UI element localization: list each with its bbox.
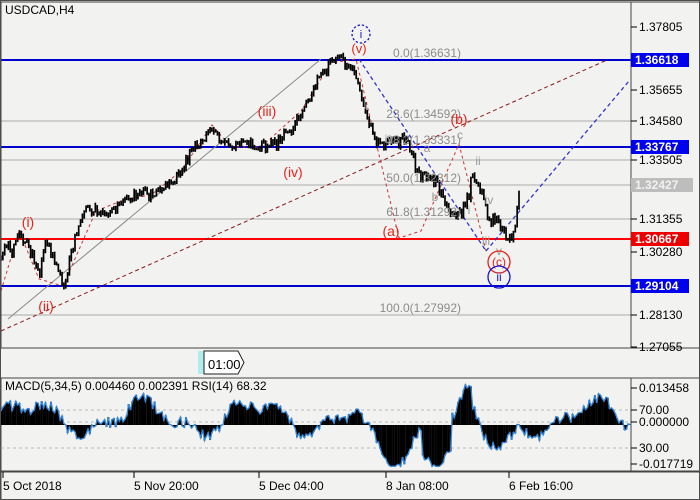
svg-text:1.36618: 1.36618 — [635, 53, 679, 67]
svg-text:0.000000: 0.000000 — [639, 415, 689, 429]
svg-text:(a): (a) — [382, 223, 399, 239]
svg-text:50.0(1.32312): 50.0(1.32312) — [386, 171, 461, 185]
svg-text:6 Feb 16:00: 6 Feb 16:00 — [509, 479, 573, 493]
svg-text:USDCAD,H4: USDCAD,H4 — [5, 3, 75, 17]
svg-text:5 Nov 20:00: 5 Nov 20:00 — [134, 479, 199, 493]
svg-text:1.30667: 1.30667 — [635, 232, 679, 246]
svg-text:b: b — [432, 190, 439, 204]
svg-text:iv: iv — [385, 132, 394, 146]
svg-text:61.8(1.31292): 61.8(1.31292) — [386, 205, 461, 219]
svg-text:100.0(1.27992): 100.0(1.27992) — [380, 301, 461, 315]
svg-text:(i): (i) — [22, 214, 34, 230]
svg-text:i: i — [468, 203, 471, 217]
svg-text:-0.017719: -0.017719 — [639, 457, 693, 471]
svg-text:1.35655: 1.35655 — [639, 83, 683, 97]
svg-text:iii: iii — [482, 234, 490, 248]
svg-text:1.31355: 1.31355 — [639, 212, 683, 226]
svg-text:0.013458: 0.013458 — [639, 381, 689, 395]
svg-text:01:00: 01:00 — [208, 357, 241, 372]
svg-text:(b): (b) — [450, 111, 467, 127]
svg-text:1.27055: 1.27055 — [639, 340, 683, 354]
svg-text:1.33767: 1.33767 — [635, 140, 679, 154]
svg-text:(iv): (iv) — [283, 164, 302, 180]
svg-text:(ii): (ii) — [38, 298, 54, 314]
svg-text:1.34580: 1.34580 — [639, 114, 683, 128]
svg-text:1.32427: 1.32427 — [635, 178, 679, 192]
svg-text:1.28130: 1.28130 — [639, 308, 683, 322]
svg-text:1.29104: 1.29104 — [635, 279, 679, 293]
svg-text:(iii): (iii) — [258, 103, 277, 119]
svg-text:a: a — [424, 141, 431, 155]
svg-text:i: i — [364, 98, 367, 112]
svg-text:5 Dec 04:00: 5 Dec 04:00 — [259, 479, 324, 493]
svg-text:(v): (v) — [351, 41, 366, 56]
svg-text:i: i — [360, 29, 362, 41]
svg-text:c: c — [457, 128, 463, 142]
svg-text:1.37805: 1.37805 — [639, 20, 683, 34]
svg-text:ii: ii — [496, 270, 501, 284]
svg-text:1.33505: 1.33505 — [639, 153, 683, 167]
svg-text:iv: iv — [485, 193, 494, 207]
svg-text:0.0(1.36631): 0.0(1.36631) — [393, 46, 461, 60]
svg-text:8 Jan 08:00: 8 Jan 08:00 — [386, 479, 449, 493]
svg-text:ii: ii — [475, 154, 480, 168]
svg-text:30.00: 30.00 — [639, 441, 669, 455]
svg-text:5 Oct 2018: 5 Oct 2018 — [3, 479, 62, 493]
svg-text:MACD(5,34,5) 0.004460 0.002391: MACD(5,34,5) 0.004460 0.002391 RSI(14) 6… — [5, 379, 267, 393]
svg-text:1.30280: 1.30280 — [639, 245, 683, 259]
